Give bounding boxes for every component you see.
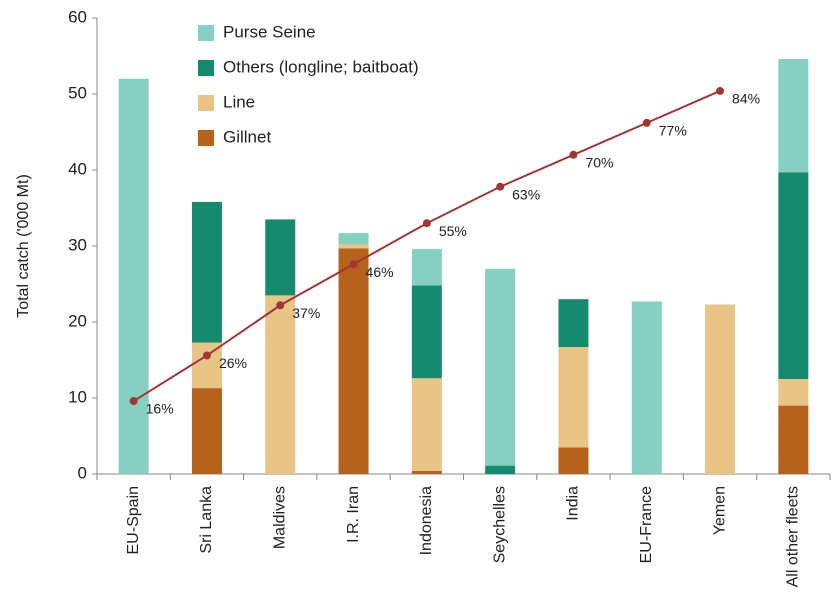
data-label: 63% — [512, 186, 540, 202]
bar-segment — [411, 249, 442, 286]
x-tick-label: Sri Lanka — [198, 486, 215, 554]
bar-segment — [778, 59, 809, 173]
bar-segment — [411, 378, 442, 471]
x-tick-label: All other fleets — [785, 486, 802, 587]
legend-swatch — [198, 130, 214, 146]
x-tick-label: Seychelles — [491, 486, 508, 563]
bar-segment — [778, 379, 809, 406]
bar-segment — [338, 244, 369, 249]
line-point — [496, 182, 505, 191]
data-label: 26% — [219, 355, 247, 371]
x-tick-label: EU-Spain — [125, 486, 142, 554]
bar-segment — [778, 405, 809, 474]
x-tick-label: I.R. Iran — [345, 486, 362, 543]
bar-segment — [558, 347, 589, 448]
legend-swatch — [198, 60, 214, 76]
x-tick-label: India — [565, 486, 582, 521]
data-label: 16% — [146, 401, 174, 417]
x-tick-label: EU-France — [638, 486, 655, 563]
bar-segment — [265, 219, 296, 296]
bar-segment — [485, 268, 516, 466]
line-point — [202, 351, 211, 360]
bar-segment — [778, 172, 809, 379]
y-tick-label: 10 — [68, 387, 87, 406]
bar-segment — [118, 78, 149, 475]
y-tick-label: 50 — [68, 83, 87, 102]
data-label: 46% — [366, 264, 394, 280]
y-axis-label: Total catch ('000 Mt) — [15, 174, 32, 318]
data-label: 70% — [585, 155, 613, 171]
bar-segment — [558, 299, 589, 348]
y-tick-label: 40 — [68, 159, 87, 178]
y-tick-label: 20 — [68, 311, 87, 330]
bar-segment — [191, 342, 222, 389]
bar-segment — [191, 201, 222, 343]
y-tick-label: 30 — [68, 235, 87, 254]
data-label: 84% — [732, 91, 760, 107]
line-point — [569, 150, 578, 159]
legend-swatch — [198, 25, 214, 41]
legend-label: Others (longline; baitboat) — [223, 57, 419, 76]
y-tick-label: 60 — [68, 7, 87, 26]
data-label: 77% — [659, 123, 687, 139]
x-tick-label: Indonesia — [418, 486, 435, 555]
data-label: 55% — [439, 223, 467, 239]
line-point — [716, 86, 725, 95]
bar-segment — [191, 388, 222, 474]
bar-segment — [338, 233, 369, 245]
bar-segment — [265, 295, 296, 474]
bar-segment — [631, 301, 662, 474]
bar-segment — [705, 304, 736, 474]
line-point — [129, 397, 138, 406]
line-point — [349, 260, 358, 269]
y-tick-label: 0 — [78, 463, 87, 482]
data-label: 37% — [292, 305, 320, 321]
legend-label: Purse Seine — [223, 22, 316, 41]
x-tick-label: Yemen — [711, 486, 728, 535]
bar-segment — [485, 465, 516, 474]
line-point — [422, 219, 431, 228]
bar-segment — [558, 447, 589, 474]
line-point — [642, 118, 651, 127]
bar-segment — [411, 470, 442, 474]
legend-swatch — [198, 95, 214, 111]
line-point — [276, 301, 285, 310]
x-tick-label: Maldives — [271, 486, 288, 549]
legend-label: Line — [223, 92, 255, 111]
legend-label: Gillnet — [223, 127, 271, 146]
bar-segment — [411, 285, 442, 379]
bar-segment — [338, 248, 369, 474]
